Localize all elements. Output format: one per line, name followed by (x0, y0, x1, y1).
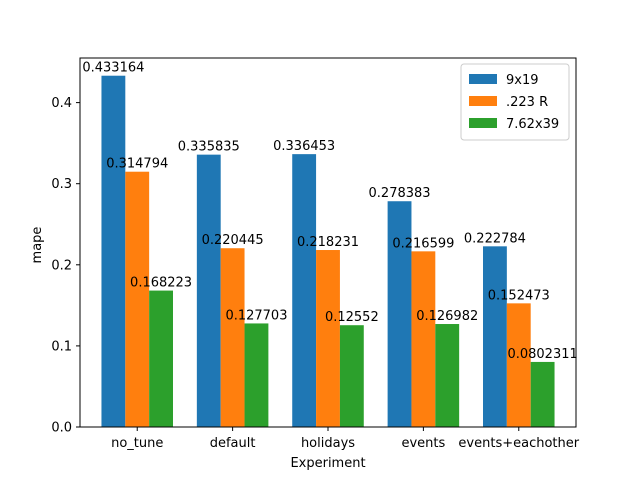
bar (506, 303, 531, 427)
data-label: 0.314794 (106, 157, 168, 172)
legend-label: 9x19 (506, 73, 539, 88)
data-label: 0.168223 (130, 276, 192, 291)
bar (101, 75, 126, 428)
data-label: 0.220445 (202, 233, 264, 248)
data-labels-layer: 0.433164 0.335835 0.336453 0.278383 0.222784… (82, 61, 577, 362)
data-label: 0.336453 (273, 139, 335, 154)
data-label: 0.218231 (297, 235, 359, 250)
legend-swatch (469, 118, 497, 128)
bar (483, 246, 507, 427)
x-tick-label: events (401, 436, 445, 451)
bar (387, 201, 412, 427)
data-label: 0.0802311 (507, 347, 577, 362)
bar (149, 290, 173, 427)
axes-layer: 0.0 0.1 0.2 0.3 0.4 no_tune default holidays eve… (51, 57, 580, 451)
bar (196, 154, 221, 427)
x-axis-label: Experiment (290, 456, 365, 471)
data-label: 0.278383 (369, 186, 431, 201)
data-label: 0.222784 (464, 231, 526, 246)
y-tick-label: 0.3 (51, 177, 72, 192)
bar (411, 251, 436, 427)
legend-label: 7.62x39 (506, 117, 559, 132)
data-label: 0.127703 (225, 308, 287, 323)
bar (316, 250, 340, 427)
bar (435, 324, 460, 427)
x-tick-label: no_tune (111, 436, 163, 451)
bar (220, 248, 245, 427)
bar (244, 323, 269, 427)
y-tick-label: 0.4 (51, 96, 72, 111)
bars-layer (101, 75, 555, 428)
x-tick-label: events+eachother (458, 436, 579, 451)
x-tick-label: holidays (301, 436, 355, 451)
data-label: 0.12552 (325, 310, 379, 325)
y-tick-label: 0.1 (51, 339, 72, 354)
legend-swatch (469, 74, 497, 84)
legend-swatch (469, 96, 497, 106)
y-tick-label: 0.2 (51, 258, 72, 273)
legend-label: .223 R (506, 95, 548, 110)
x-tick-label: default (210, 436, 256, 451)
y-tick-label: 0.0 (51, 421, 72, 436)
data-label: 0.216599 (392, 236, 454, 251)
bar (530, 361, 555, 427)
data-label: 0.335835 (178, 140, 240, 155)
bar (339, 325, 364, 427)
y-axis-label: mape (30, 227, 45, 264)
bar (125, 171, 150, 427)
bar (292, 154, 317, 427)
data-label: 0.152473 (488, 288, 550, 303)
data-label: 0.126982 (416, 309, 478, 324)
legend: 9x19 .223 R 7.62x39 (460, 63, 570, 141)
data-label: 0.433164 (82, 61, 144, 76)
